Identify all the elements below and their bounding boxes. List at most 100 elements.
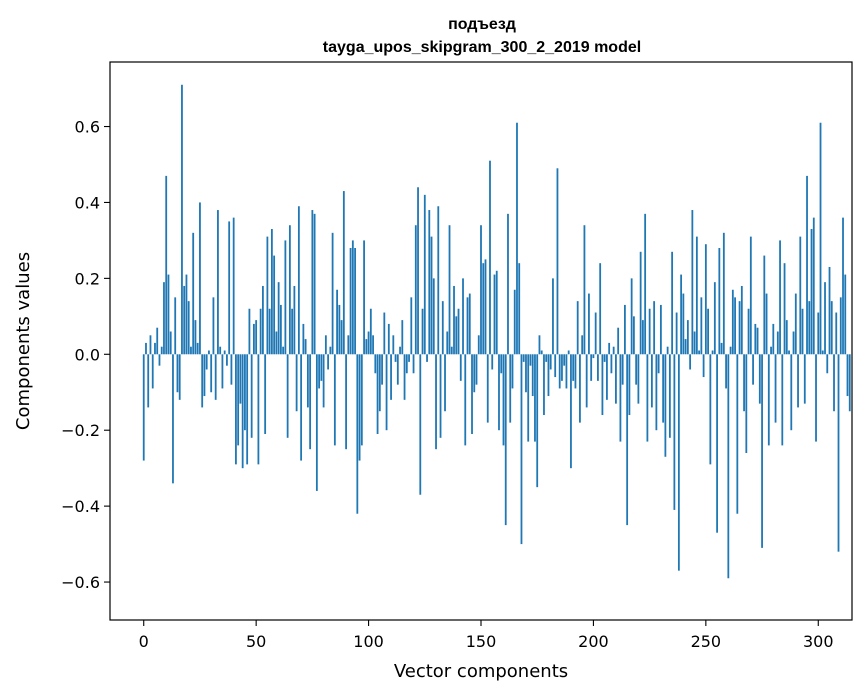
bar [675,312,678,355]
bar [772,323,775,355]
bar [711,350,714,355]
bar [502,354,505,446]
bar [217,210,219,355]
bar [279,304,282,355]
bar [682,293,685,355]
bar [268,308,271,355]
bar [644,213,647,355]
bar [668,354,671,438]
bar [181,84,183,355]
bar [529,354,532,366]
bar [383,312,386,355]
bar [770,346,772,355]
bar [585,354,588,408]
bar [363,240,365,355]
bar [172,354,174,484]
bar [480,225,482,355]
bar [253,323,255,355]
bar [637,354,640,404]
bar [830,301,833,355]
bar [574,354,577,389]
bar [747,308,750,355]
bar [702,354,705,378]
bar [633,316,635,355]
bar [700,297,703,355]
x-axis-label: Vector components [394,661,568,682]
bar [610,354,613,374]
bar [628,354,631,416]
bar [729,346,732,355]
bar [365,339,368,355]
bar [459,354,462,381]
bar [336,289,338,355]
bar [846,354,849,397]
bar [740,285,743,355]
bar [354,248,356,355]
bar [686,320,689,355]
bar [385,354,388,431]
bar [390,354,392,400]
bar [356,354,359,514]
bar [536,354,539,488]
bar [199,202,201,355]
bar [331,232,334,355]
bar [333,354,336,446]
bar [165,175,168,355]
bar [659,304,662,355]
bar [464,354,467,446]
bar [372,335,374,355]
bar [437,206,440,355]
bar [839,297,842,355]
bar [540,350,543,355]
bar [504,354,507,526]
bar [797,354,799,408]
bar [500,354,503,374]
bar [309,354,312,450]
bar [444,354,446,412]
bar [592,354,595,359]
bar [351,240,354,355]
bar [421,308,424,355]
bar [154,342,156,355]
bar [237,354,240,446]
bar [522,354,525,362]
bar [835,312,838,355]
x-tick-label: 100 [353,632,384,651]
bar [648,308,651,355]
bar [306,354,309,408]
bar [579,354,581,423]
bar [322,354,325,408]
bar [538,335,541,355]
bar [232,217,235,355]
y-tick-label: 0.0 [75,345,100,364]
bar [549,354,552,370]
bar [511,354,514,389]
bar [192,232,195,355]
bar [187,301,190,355]
bar [228,221,231,355]
bar [419,354,422,495]
bar [367,331,370,355]
bar [441,301,444,355]
bar [315,354,318,491]
bar [423,194,426,355]
bar [291,308,294,355]
bar [183,285,186,355]
bar [156,327,159,355]
bar [169,331,172,355]
bar [275,331,278,355]
bar [432,278,435,355]
bar [752,354,754,385]
bar [731,289,734,355]
y-axis-label: Components values [13,252,34,430]
bar [783,263,786,355]
bar [680,274,683,355]
bar [226,354,228,366]
bar [446,331,449,355]
bar [223,350,226,355]
bar [313,213,316,355]
bar [734,297,736,355]
bar [358,354,361,461]
bar [664,354,667,457]
